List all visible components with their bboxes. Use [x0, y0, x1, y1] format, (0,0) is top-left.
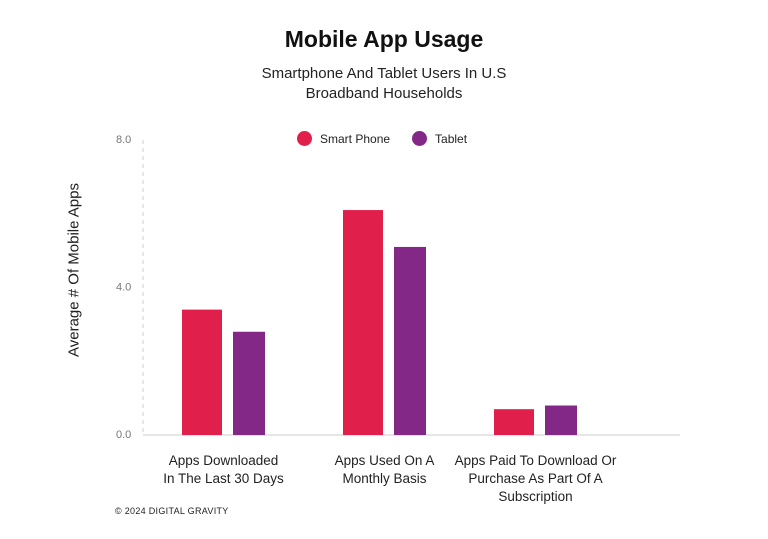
- bar-tablet: [394, 246, 426, 435]
- bar-smart-phone: [343, 210, 383, 435]
- x-tick-label-line: Apps Downloaded: [168, 453, 279, 468]
- legend-label: Smart Phone: [320, 131, 391, 146]
- legend-item-tablet: Tablet: [412, 131, 467, 146]
- x-tick-label-line: Apps Paid To Download Or: [454, 453, 617, 468]
- chart-subtitle: Smartphone And Tablet Users In U.S Broad…: [0, 64, 768, 104]
- x-tick-label-line: Purchase As Part Of A: [468, 471, 603, 486]
- x-tick-label-line: Subscription: [498, 489, 573, 504]
- x-tick-label-line: Apps Used On A: [334, 453, 435, 468]
- y-tick-label: 0.0: [116, 429, 131, 441]
- x-tick-label: Apps Paid To Download Or Purchase As Part…: [436, 452, 636, 506]
- bar-smart-phone: [494, 409, 534, 435]
- y-tick-label: 4.0: [116, 282, 131, 294]
- x-tick-label-line: In The Last 30 Days: [163, 471, 284, 486]
- legend-label: Tablet: [435, 131, 468, 146]
- y-tick-label: 8.0: [116, 134, 131, 146]
- legend-swatch-smart-phone: [297, 131, 312, 146]
- x-tick-label: Apps Downloaded In The Last 30 Days: [124, 452, 324, 488]
- bar-tablet: [545, 405, 577, 435]
- legend-swatch-tablet: [412, 131, 428, 146]
- chart-title: Mobile App Usage: [284, 26, 484, 52]
- legend: Smart Phone Tablet: [297, 131, 489, 146]
- subtitle-line-1: Smartphone And Tablet Users In U.S: [261, 65, 507, 82]
- legend-item-smart-phone: Smart Phone: [297, 131, 390, 146]
- subtitle-line-2: Broadband Households: [305, 85, 463, 102]
- x-tick-label: Apps Used On A Monthly Basis: [285, 452, 485, 488]
- x-tick-label-line: Monthly Basis: [342, 471, 427, 486]
- copyright-footer: © 2024 DIGITAL GRAVITY: [115, 506, 229, 516]
- bar-smart-phone: [182, 309, 222, 435]
- bar-tablet: [233, 331, 265, 435]
